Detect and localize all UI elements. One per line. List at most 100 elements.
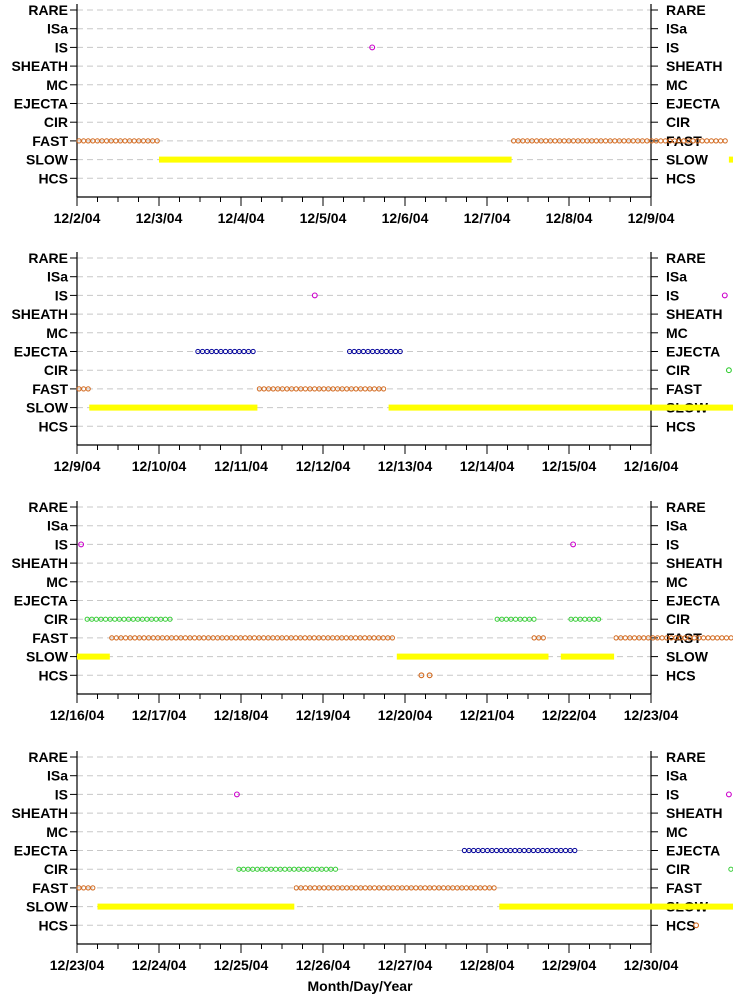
category-label-right: EJECTA bbox=[666, 344, 720, 360]
category-label-right: HCS bbox=[666, 667, 696, 683]
category-label-left: SHEATH bbox=[11, 58, 68, 74]
date-tick-label: 12/15/04 bbox=[542, 458, 597, 474]
category-label-left: HCS bbox=[38, 667, 68, 683]
category-label-left: EJECTA bbox=[14, 96, 68, 112]
fast-marker bbox=[132, 635, 138, 641]
slow-wind-interval bbox=[89, 404, 258, 411]
category-label-right: CIR bbox=[666, 861, 690, 877]
is-point bbox=[721, 292, 728, 299]
fast-marker bbox=[491, 885, 497, 891]
cir-marker bbox=[522, 616, 528, 622]
fast-marker bbox=[422, 885, 428, 891]
slow-wind-interval bbox=[396, 653, 549, 660]
category-label-right: SLOW bbox=[666, 649, 709, 665]
category-label-right: MC bbox=[666, 574, 688, 590]
category-label-left: SHEATH bbox=[11, 306, 68, 322]
ejecta-marker bbox=[232, 348, 238, 355]
category-label-right: ISa bbox=[666, 768, 687, 784]
category-label-right: HCS bbox=[666, 170, 696, 186]
category-label-left: SLOW bbox=[26, 400, 69, 416]
category-label-left: RARE bbox=[28, 749, 68, 765]
category-label-left: HCS bbox=[38, 917, 68, 933]
category-label-left: MC bbox=[46, 325, 68, 341]
date-tick-label: 12/19/04 bbox=[296, 707, 351, 723]
category-label-left: CIR bbox=[44, 114, 68, 130]
date-tick-label: 12/30/04 bbox=[624, 957, 679, 973]
category-label-right: IS bbox=[666, 287, 679, 303]
ejecta-marker bbox=[512, 847, 518, 854]
category-label-right: FAST bbox=[666, 880, 702, 896]
category-label-right: CIR bbox=[666, 611, 690, 627]
category-label-right: FAST bbox=[666, 381, 702, 397]
date-tick-label: 12/11/04 bbox=[214, 458, 268, 474]
date-tick-label: 12/16/04 bbox=[624, 458, 679, 474]
fast-marker bbox=[362, 885, 368, 891]
category-label-left: CIR bbox=[44, 362, 68, 378]
category-label-right: CIR bbox=[666, 114, 690, 130]
category-label-right: IS bbox=[666, 786, 679, 802]
category-label-right: RARE bbox=[666, 749, 706, 765]
slow-wind-interval bbox=[560, 653, 615, 660]
cir-marker bbox=[282, 866, 288, 872]
category-label-right: RARE bbox=[666, 250, 706, 266]
category-label-right: IS bbox=[666, 536, 679, 552]
slow-wind-interval bbox=[97, 903, 295, 910]
fast-marker bbox=[705, 635, 711, 641]
date-tick-label: 12/8/04 bbox=[546, 210, 593, 226]
category-label-left: ISa bbox=[47, 768, 68, 784]
category-label-left: HCS bbox=[38, 170, 68, 186]
fast-marker bbox=[631, 635, 638, 641]
category-label-right: FAST bbox=[666, 133, 702, 149]
fast-marker bbox=[714, 635, 720, 641]
fast-marker bbox=[482, 885, 488, 891]
category-label-left: RARE bbox=[28, 499, 68, 515]
ejecta-marker bbox=[572, 847, 578, 854]
fast-marker bbox=[90, 885, 96, 891]
category-label-right: HCS bbox=[666, 917, 696, 933]
fast-marker bbox=[182, 635, 188, 641]
slow-wind-interval bbox=[388, 404, 733, 411]
category-label-right: ISa bbox=[666, 21, 687, 37]
fast-marker bbox=[302, 885, 309, 891]
category-label-left: RARE bbox=[28, 250, 68, 266]
category-label-left: SLOW bbox=[26, 899, 69, 915]
category-label-left: CIR bbox=[44, 611, 68, 627]
fast-marker bbox=[192, 635, 198, 641]
category-label-right: MC bbox=[666, 325, 688, 341]
category-label-right: RARE bbox=[666, 499, 706, 515]
fast-marker bbox=[704, 138, 710, 144]
fast-marker bbox=[723, 635, 730, 641]
category-label-left: IS bbox=[55, 287, 68, 303]
cir-marker bbox=[112, 616, 118, 622]
date-tick-label: 12/16/04 bbox=[50, 707, 105, 723]
category-label-right: MC bbox=[666, 824, 688, 840]
category-label-left: MC bbox=[46, 574, 68, 590]
fast-marker bbox=[302, 635, 308, 641]
cir-marker bbox=[167, 616, 173, 622]
date-tick-label: 12/23/04 bbox=[50, 957, 105, 973]
fast-marker bbox=[362, 386, 368, 392]
date-tick-label: 12/6/04 bbox=[382, 210, 429, 226]
fast-marker bbox=[242, 635, 248, 641]
fast-marker bbox=[722, 138, 728, 144]
cir-marker bbox=[162, 616, 168, 622]
category-label-right: MC bbox=[666, 77, 688, 93]
ejecta-marker bbox=[397, 348, 403, 355]
category-label-left: EJECTA bbox=[14, 593, 68, 609]
date-tick-label: 12/4/04 bbox=[218, 210, 265, 226]
category-label-right: EJECTA bbox=[666, 96, 720, 112]
category-label-right: ISa bbox=[666, 269, 687, 285]
date-tick-label: 12/24/04 bbox=[132, 957, 187, 973]
fast-marker bbox=[719, 635, 725, 641]
category-label-left: EJECTA bbox=[14, 344, 68, 360]
category-label-left: SHEATH bbox=[11, 805, 68, 821]
fast-marker bbox=[389, 635, 395, 641]
date-tick-label: 12/18/04 bbox=[214, 707, 269, 723]
category-label-left: SHEATH bbox=[11, 555, 68, 571]
date-tick-label: 12/13/04 bbox=[378, 458, 433, 474]
category-label-left: MC bbox=[46, 824, 68, 840]
cir-marker bbox=[582, 616, 588, 622]
category-label-right: HCS bbox=[666, 418, 696, 434]
fast-marker bbox=[622, 635, 628, 641]
ejecta-marker bbox=[222, 348, 229, 355]
